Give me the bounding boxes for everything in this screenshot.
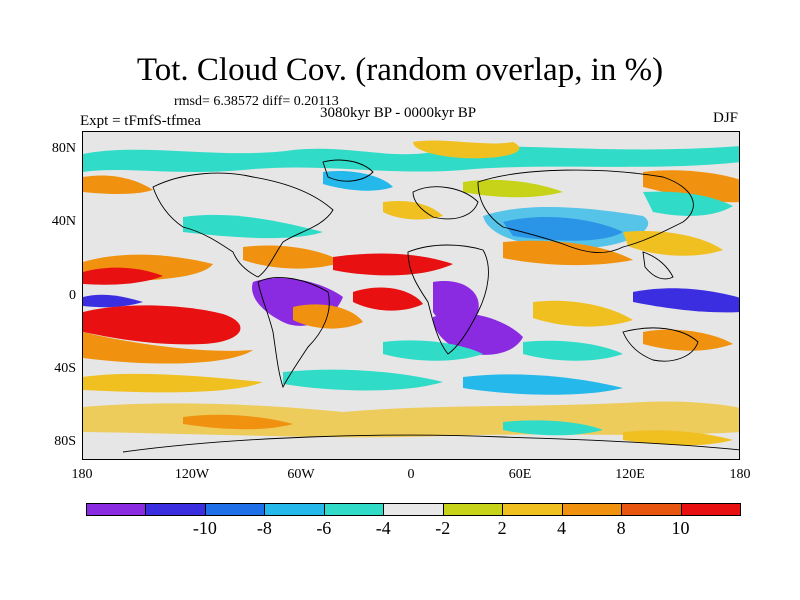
colorbar-cell bbox=[561, 503, 623, 516]
lon-label-180w: 180 bbox=[71, 467, 93, 482]
colorbar-cell bbox=[442, 503, 504, 516]
colorbar-cell bbox=[621, 503, 682, 516]
colorbar-cell bbox=[502, 503, 563, 516]
colorbar-label: -4 bbox=[375, 518, 391, 538]
lat-label-40n: 40N bbox=[51, 214, 76, 229]
period-label: 3080kyr BP - 0000kyr BP bbox=[320, 105, 477, 121]
colorbar bbox=[86, 503, 741, 516]
colorbar-label: -2 bbox=[435, 518, 451, 538]
colorbar-cell bbox=[680, 503, 741, 516]
colorbar-cell bbox=[145, 503, 206, 516]
lat-label-0: 0 bbox=[69, 288, 76, 303]
colorbar-cell bbox=[86, 503, 147, 516]
experiment-label: Expt = tFmfS-tfmea bbox=[80, 113, 201, 129]
colorbar-label: 10 bbox=[671, 518, 690, 538]
lon-label-120w: 120W bbox=[174, 467, 210, 482]
cloud-cover-map bbox=[82, 131, 740, 460]
colorbar-cell bbox=[383, 503, 444, 516]
colorbar-cell bbox=[323, 503, 385, 516]
season-label: DJF bbox=[712, 110, 738, 126]
map-title: Tot. Cloud Cov. (random overlap, in %) bbox=[136, 52, 664, 88]
lat-label-80s: 80S bbox=[54, 434, 76, 449]
lon-label-120e: 120E bbox=[615, 467, 645, 482]
lon-label-180e: 180 bbox=[729, 467, 751, 482]
lon-label-0: 0 bbox=[407, 467, 415, 482]
map-field bbox=[83, 132, 739, 459]
colorbar-label: -6 bbox=[316, 518, 332, 538]
colorbar-label: -10 bbox=[192, 518, 217, 538]
stats-text: rmsd= 6.38572 diff= 0.20113 bbox=[174, 94, 339, 109]
lon-label-60w: 60W bbox=[287, 467, 315, 482]
colorbar-label: -8 bbox=[256, 518, 272, 538]
colorbar-label: 4 bbox=[557, 518, 567, 538]
colorbar-cell bbox=[204, 503, 266, 516]
colorbar-cell bbox=[264, 503, 325, 516]
lat-label-40s: 40S bbox=[54, 361, 76, 376]
colorbar-label: 8 bbox=[616, 518, 626, 538]
colorbar-label: 2 bbox=[497, 518, 507, 538]
lat-label-80n: 80N bbox=[51, 141, 76, 156]
lon-label-60e: 60E bbox=[508, 467, 532, 482]
